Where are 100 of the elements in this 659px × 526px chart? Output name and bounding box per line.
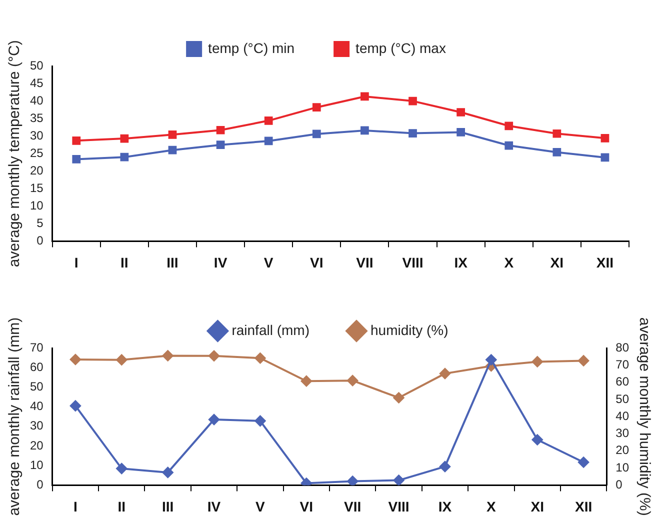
x-tick-label: II [118,498,126,514]
point [347,375,358,386]
x-tick-label: IV [207,498,222,514]
x-tick-label: XII [574,498,592,514]
y-tick-label: 0 [36,478,44,492]
x-tick-label: VII [356,254,374,270]
y-tick-label: 10 [30,458,44,472]
point [208,350,220,362]
point [116,463,128,474]
y-tick-label: 60 [30,360,44,374]
x-tick-label: III [162,498,174,514]
point [578,456,590,468]
point [312,103,321,112]
point [347,476,358,486]
legend-label: humidity (%) [370,322,448,338]
point [116,354,128,366]
x-tick-label: V [256,498,266,514]
point [486,354,497,366]
y-axis-title: average monthly temperature (°C) [6,40,24,268]
point [264,116,273,125]
x-tick-label: XII [596,254,614,270]
x-tick-label: VII [344,498,362,514]
point [162,350,174,362]
point [312,130,321,138]
point [72,136,81,145]
point [393,474,404,486]
x-tick-label: I [74,498,78,514]
y2-tick-label: 20 [616,443,630,458]
x-tick-label: II [120,254,128,270]
x-tick-label: IX [454,254,468,270]
x-tick-label: VIII [388,498,410,514]
point [70,354,81,365]
y2-tick-label: 40 [616,408,630,423]
point [208,414,220,426]
y-tick-label: 0 [36,234,44,248]
point [552,129,562,138]
y-tick-label: 20 [30,163,44,178]
x-tick-label: VI [310,254,324,270]
y2-axis-title: average monthly humidity (%) [636,317,653,516]
y2-tick-label: 10 [616,460,630,474]
y-tick-label: 10 [30,198,44,212]
x-tick-label: VIII [402,254,424,270]
y-tick-label: 45 [30,76,44,90]
x-tick-label: VI [300,498,314,514]
point [504,141,514,150]
point [578,355,590,366]
x-tick-label: V [264,254,274,270]
y-tick-label: 50 [30,58,44,72]
point [439,461,450,472]
x-tick-label: X [486,498,496,514]
point [254,415,266,426]
y2-tick-label: 80 [616,340,630,354]
x-tick-label: IX [438,498,452,514]
point [168,130,177,139]
point [120,134,129,143]
point [532,356,543,368]
point [456,108,465,116]
point [300,376,312,387]
point [408,96,417,106]
point [264,136,273,146]
point [439,368,450,380]
point [552,148,562,156]
point [216,126,225,134]
x-tick-label: IV [214,254,228,270]
y-tick-label: 15 [30,180,44,195]
y-tick-label: 25 [30,146,44,160]
point [254,352,266,364]
point [168,146,177,154]
point [216,140,225,150]
point [360,92,369,101]
y-tick-label: 5 [36,216,44,230]
y-axis-title: average monthly rainfall (mm) [6,317,24,516]
y-tick-label: 50 [30,380,44,394]
x-tick-label: I [74,254,78,270]
x-tick-label: III [166,254,178,270]
point [70,400,81,412]
y2-tick-label: 30 [616,426,630,440]
point [393,392,404,404]
y-tick-label: 40 [30,93,44,108]
x-tick-label: XI [550,254,564,270]
point [162,466,174,478]
y-tick-label: 35 [30,110,44,125]
point [532,434,543,446]
legend-label: rainfall (mm) [232,322,310,338]
y2-tick-label: 60 [616,374,630,389]
point [456,128,465,136]
point [72,155,81,164]
y-tick-label: 70 [30,340,44,354]
point [600,134,610,142]
y-tick-label: 30 [30,128,44,142]
legend-label: temp (°C) max [356,40,446,56]
point [408,129,417,138]
y-tick-label: 30 [30,418,44,433]
point [360,126,369,135]
point [120,152,129,162]
y2-tick-label: 50 [616,392,630,406]
point [504,122,514,130]
x-tick-label: X [504,254,514,270]
legend-label: temp (°C) min [208,40,295,56]
x-tick-label: XI [530,498,544,514]
